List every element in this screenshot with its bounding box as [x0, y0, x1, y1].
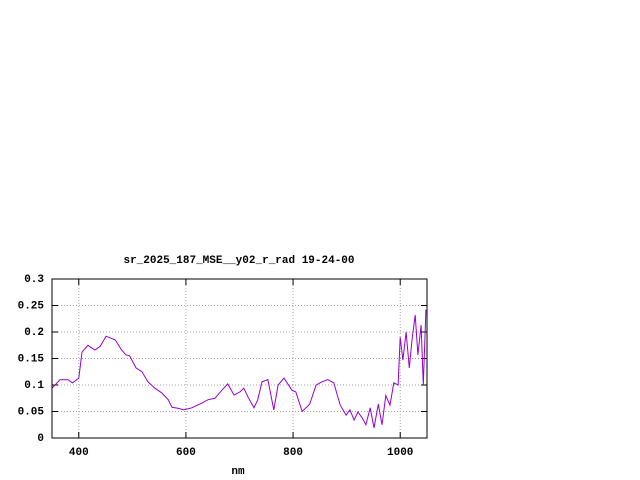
y-tick-label: 0.1: [24, 380, 44, 392]
y-tick-label: 0.05: [18, 406, 45, 418]
plot-border: [51, 278, 428, 439]
x-tick-label: 1000: [387, 447, 413, 459]
y-tick-label: 0.2: [24, 327, 44, 339]
data-line: [51, 309, 427, 428]
x-tick-label: 800: [283, 447, 303, 459]
y-tick-label: 0.25: [18, 300, 45, 312]
y-tick-label: 0.3: [24, 274, 44, 286]
y-tick-label: 0.15: [18, 353, 45, 365]
x-axis-label: nm: [231, 466, 245, 478]
chart-title: sr_2025_187_MSE__y02_r_rad 19-24-00: [123, 255, 354, 267]
x-tick-label: 400: [69, 447, 89, 459]
y-tick-label: 0: [37, 433, 44, 445]
x-tick-label: 600: [176, 447, 196, 459]
